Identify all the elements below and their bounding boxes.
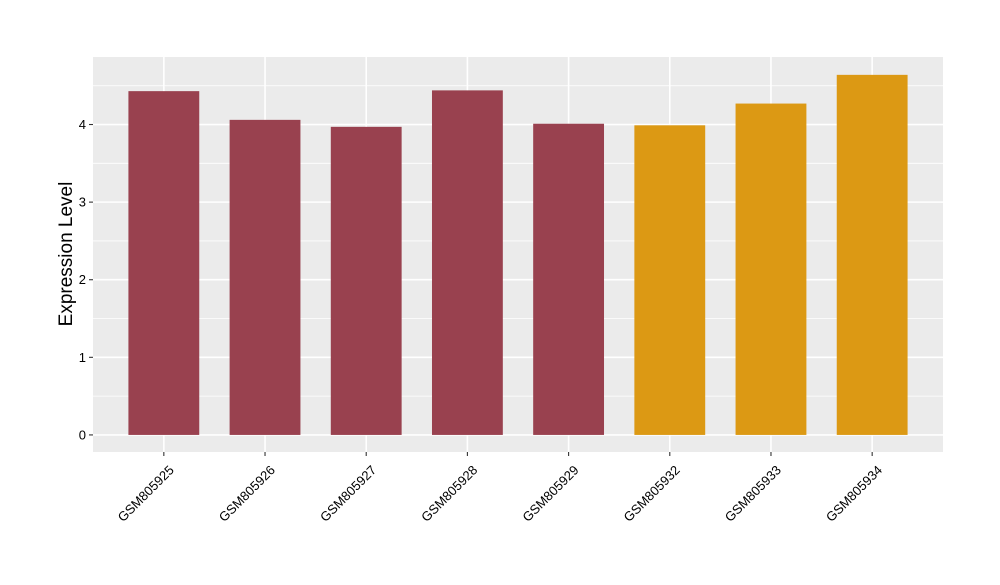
x-tick-label: GSM805928	[418, 462, 480, 524]
bar-gsm805927	[330, 126, 402, 435]
y-tick-label: 2	[79, 272, 86, 287]
x-tick-label: GSM805925	[115, 462, 177, 524]
bar-gsm805929	[533, 123, 605, 435]
y-tick-label: 1	[79, 350, 86, 365]
bar-gsm805933	[735, 103, 807, 435]
y-tick-label: 0	[79, 427, 86, 442]
bar-gsm805932	[634, 125, 706, 435]
x-axis: GSM805925 GSM805926 GSM805927 GSM805928 GSM8…	[115, 452, 885, 525]
x-tick-label: GSM805926	[216, 462, 278, 524]
x-tick-label: GSM805933	[722, 462, 784, 524]
x-tick-label: GSM805934	[823, 462, 885, 524]
bar-gsm805934	[836, 74, 908, 435]
y-axis: 0 1 2 3 4	[79, 117, 93, 442]
y-tick-label: 3	[79, 195, 86, 210]
x-tick-label: GSM805929	[519, 462, 581, 524]
x-tick-label: GSM805932	[621, 462, 683, 524]
bar-gsm805925	[128, 91, 200, 435]
plot-panel	[93, 57, 943, 452]
y-axis-label: Expression Level	[56, 182, 77, 327]
bars	[128, 74, 908, 435]
bar-gsm805926	[229, 119, 301, 435]
y-tick-label: 4	[79, 117, 86, 132]
bar-gsm805928	[431, 90, 503, 435]
x-tick-label: GSM805927	[317, 462, 379, 524]
